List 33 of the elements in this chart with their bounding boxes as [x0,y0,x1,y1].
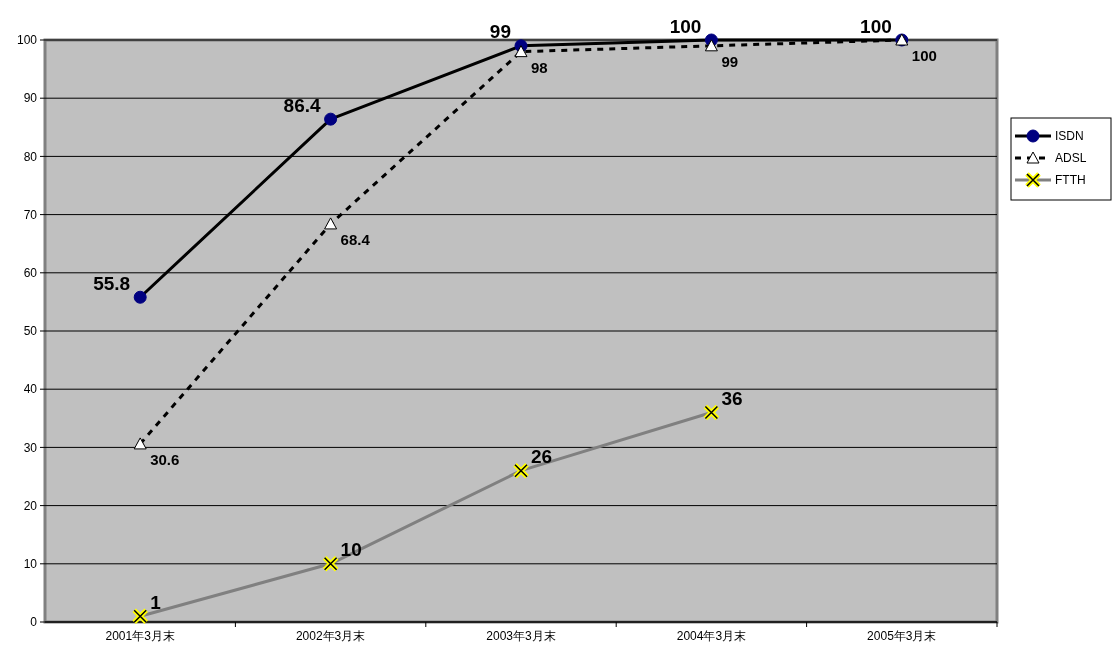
x-tick-label: 2003年3月末 [486,629,556,643]
data-label: 86.4 [283,94,322,116]
y-tick-label: 0 [30,615,38,630]
data-label: 30.6 [150,451,180,469]
x-tick-label: 2002年3月末 [295,629,366,643]
y-tick-label: 90 [23,91,38,106]
y-tick-label: 100 [16,33,38,48]
data-label: 10 [340,539,362,561]
data-label: 99 [489,21,511,43]
y-tick-label: 60 [23,266,38,280]
y-tick-label: 80 [23,149,38,164]
data-label: 68.4 [340,231,371,249]
data-label: 26 [531,446,553,468]
x-tick-label: 2005年3月末 [867,629,937,643]
y-tick-label: 70 [23,207,38,222]
data-label: 99 [721,53,739,71]
legend-label: ADSL [1055,151,1087,166]
y-tick-label: 20 [23,498,38,513]
data-label: 100 [860,15,892,37]
legend-label: FTTH [1055,173,1086,188]
y-tick-label: 10 [23,557,38,571]
data-label: 55.8 [93,272,131,294]
data-label: 98 [531,58,548,76]
data-label: 100 [911,47,937,65]
x-tick-label: 2001年3月末 [105,629,175,643]
x-tick-label: 2004年3月末 [676,629,747,643]
data-label: 100 [669,15,702,37]
y-tick-label: 50 [23,324,38,339]
y-tick-label: 30 [23,440,38,455]
y-tick-label: 40 [23,382,38,397]
data-label: 1 [150,591,162,613]
legend-label: ISDN [1055,129,1084,144]
data-label: 36 [721,388,743,410]
